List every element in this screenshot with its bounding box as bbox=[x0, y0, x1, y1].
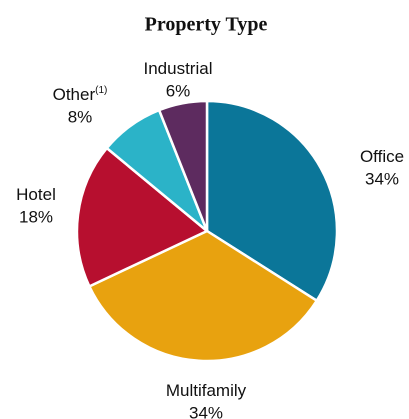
category-name: Industrial bbox=[144, 59, 213, 78]
category-name: Multifamily bbox=[166, 381, 247, 400]
category-name: Other bbox=[53, 85, 96, 104]
slice-label: Multifamily bbox=[166, 381, 247, 400]
slice-label: Office bbox=[360, 147, 404, 166]
slice-label: Other(1) bbox=[53, 85, 108, 105]
category-note: (1) bbox=[95, 85, 107, 96]
slice-label: Industrial bbox=[144, 59, 213, 78]
category-name: Office bbox=[360, 147, 404, 166]
value-label: 18% bbox=[19, 207, 53, 226]
value-label: 8% bbox=[68, 107, 93, 126]
pie-slice bbox=[87, 229, 319, 363]
slice-label: Hotel bbox=[16, 185, 56, 204]
pie-slice bbox=[157, 99, 209, 232]
chart-title: Property Type bbox=[145, 14, 268, 36]
value-label: 34% bbox=[365, 169, 399, 188]
pie-slice bbox=[75, 146, 210, 289]
value-label: 34% bbox=[189, 403, 223, 419]
category-name: Hotel bbox=[16, 185, 56, 204]
value-label: 6% bbox=[166, 81, 191, 100]
